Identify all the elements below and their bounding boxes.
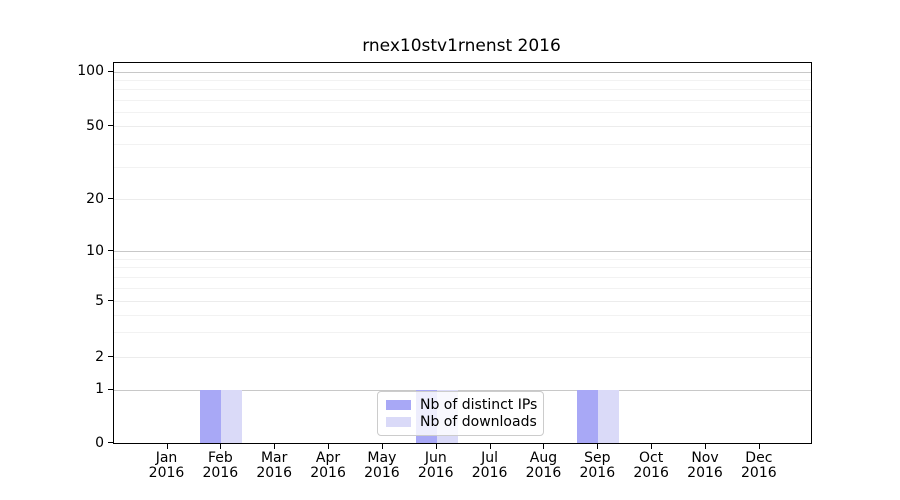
x-tick-month: Mar <box>260 450 288 466</box>
x-tick-year: 2016 <box>202 465 239 481</box>
y-gridline-labeled <box>114 199 811 200</box>
y-tick-label: 0 <box>95 434 104 451</box>
y-tick-label: 1 <box>95 381 104 397</box>
y-gridline-minor <box>114 276 811 278</box>
x-tick-label: Jul 2016 <box>460 451 520 481</box>
x-tick-mark <box>705 444 706 449</box>
x-tick-month: Jan <box>155 450 178 466</box>
legend-swatch-downloads <box>386 417 411 427</box>
x-tick-label: May 2016 <box>352 451 412 481</box>
x-tick-year: 2016 <box>256 465 292 481</box>
x-tick-label: Mar 2016 <box>244 451 304 481</box>
y-gridline-labeled <box>114 301 811 302</box>
x-tick-year: 2016 <box>579 465 616 481</box>
x-tick-month: Dec <box>745 450 773 466</box>
bar-downloads <box>598 389 620 443</box>
y-gridline-minor <box>114 267 811 269</box>
y-tick-label: 100 <box>77 63 104 79</box>
x-tick-label: Jan 2016 <box>137 451 197 481</box>
x-tick-mark <box>651 444 653 449</box>
x-tick-year: 2016 <box>364 465 400 481</box>
y-gridline-minor <box>114 79 811 81</box>
x-tick-month: Oct <box>639 450 664 466</box>
y-tick-mark <box>108 388 113 390</box>
y-tick-mark <box>108 125 113 126</box>
x-tick-month: Feb <box>207 450 233 466</box>
x-tick-month: Jun <box>424 450 447 466</box>
x-tick-month: Apr <box>315 450 341 466</box>
y-tick-mark <box>108 250 113 251</box>
x-tick-month: Nov <box>691 450 719 466</box>
x-tick-month: May <box>367 450 397 466</box>
y-tick-label: 5 <box>95 292 104 309</box>
y-tick-label: 10 <box>86 242 104 259</box>
y-gridline-labeled <box>114 357 811 358</box>
legend-label-distinct-ips: Nb of distinct IPs <box>420 397 538 413</box>
x-tick-label: Aug 2016 <box>513 451 573 481</box>
x-tick-year: 2016 <box>633 465 669 481</box>
y-gridline-major <box>114 389 811 391</box>
x-tick-year: 2016 <box>310 465 346 481</box>
y-tick-mark <box>108 356 113 357</box>
y-tick-label: 50 <box>86 117 104 134</box>
legend-row-downloads: Nb of downloads <box>386 414 537 430</box>
y-gridline-minor <box>114 111 811 113</box>
x-tick-year: 2016 <box>741 465 777 481</box>
y-gridline-minor <box>114 166 811 168</box>
y-tick-mark <box>108 300 113 301</box>
y-tick-label: 20 <box>86 190 104 207</box>
y-gridline-major <box>114 71 811 73</box>
y-gridline-labeled <box>114 126 811 127</box>
x-tick-label: Jun 2016 <box>406 451 466 481</box>
x-tick-label: Oct 2016 <box>621 451 681 481</box>
x-tick-mark <box>435 444 437 449</box>
legend: Nb of distinct IPs Nb of downloads <box>377 391 544 436</box>
x-tick-mark <box>220 444 222 449</box>
bar-downloads <box>221 389 243 443</box>
x-tick-mark <box>489 444 491 449</box>
x-tick-month: Sep <box>584 450 611 466</box>
y-tick-mark <box>108 198 113 199</box>
x-tick-label: Nov 2016 <box>675 451 735 481</box>
x-tick-mark <box>328 444 330 449</box>
y-gridline-minor <box>114 89 811 91</box>
y-gridline-minor <box>114 99 811 101</box>
y-tick-mark <box>108 442 113 443</box>
x-tick-year: 2016 <box>148 465 185 481</box>
x-tick-month: Aug <box>529 450 558 466</box>
x-tick-label: Dec 2016 <box>729 451 789 481</box>
legend-swatch-distinct-ips <box>386 400 411 410</box>
chart-title: rnex10stv1rnenst 2016 <box>362 36 561 56</box>
x-tick-month: Jul <box>481 450 499 466</box>
x-tick-year: 2016 <box>687 465 723 481</box>
bar-distinct-ips <box>200 389 222 443</box>
x-tick-mark <box>274 444 276 449</box>
legend-label-downloads: Nb of downloads <box>420 414 537 430</box>
plot-area <box>113 62 812 444</box>
y-gridline-minor <box>114 332 811 334</box>
y-gridline-minor <box>114 287 811 289</box>
x-tick-mark <box>597 444 599 449</box>
y-gridline-minor <box>114 314 811 316</box>
y-tick-mark <box>108 70 113 72</box>
x-tick-label: Sep 2016 <box>567 451 627 481</box>
bar-distinct-ips <box>577 389 599 443</box>
y-gridline-major <box>114 251 811 252</box>
x-tick-year: 2016 <box>417 465 454 481</box>
x-tick-mark <box>166 444 168 449</box>
x-tick-mark <box>381 444 383 449</box>
y-gridline-minor <box>114 258 811 260</box>
x-tick-year: 2016 <box>525 465 562 481</box>
x-tick-year: 2016 <box>471 465 508 481</box>
x-tick-mark <box>758 444 760 449</box>
x-tick-mark <box>543 444 545 449</box>
x-tick-label: Feb 2016 <box>190 451 250 481</box>
x-tick-label: Apr 2016 <box>298 451 358 481</box>
legend-row-distinct-ips: Nb of distinct IPs <box>386 397 538 413</box>
y-tick-label: 2 <box>95 348 104 365</box>
y-gridline-minor <box>114 143 811 145</box>
